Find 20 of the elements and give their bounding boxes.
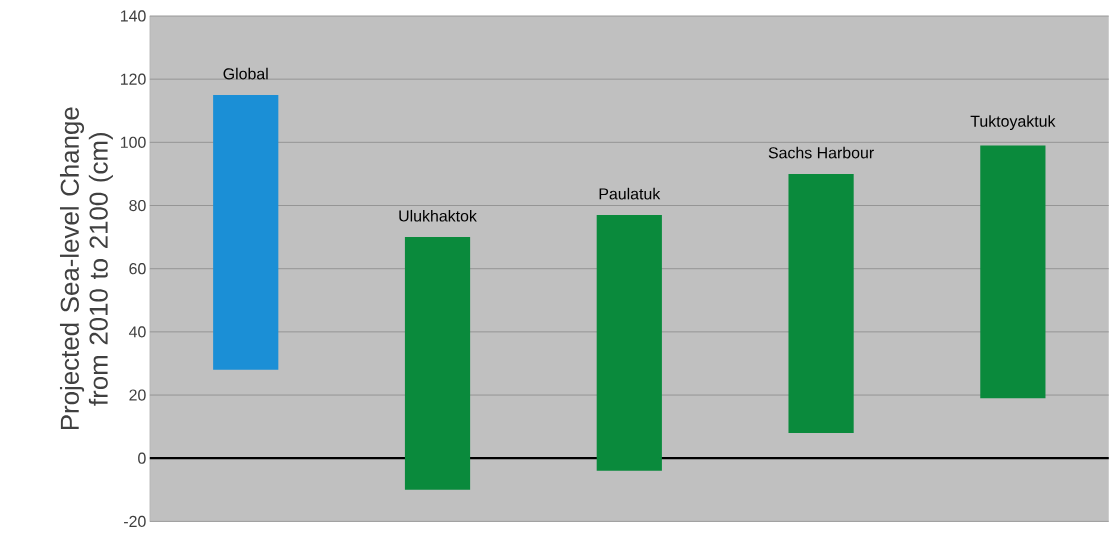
x-tick-label: Global — [223, 67, 268, 80]
y-tick-label: 100 — [120, 136, 146, 148]
bar — [404, 236, 471, 490]
y-tick-label: -20 — [124, 515, 146, 527]
y-axis-title: Projected Sea-level Change from 2010 to 2100 (cm) — [59, 107, 113, 429]
bar — [213, 94, 279, 370]
y-tick-label: 40 — [128, 326, 146, 338]
y-tick-label: 60 — [129, 262, 146, 275]
bar — [596, 214, 662, 471]
y-tick-label: 80 — [129, 199, 146, 211]
y-tick-label: 0 — [138, 452, 146, 464]
bar — [788, 173, 854, 433]
x-tick-label: Sachs Harbour — [768, 146, 874, 159]
bar — [980, 145, 1046, 399]
y-tick-label: 140 — [120, 10, 146, 22]
y-tick-label: 120 — [120, 73, 146, 85]
x-tick-label: Tuktoyaktuk — [970, 114, 1056, 130]
x-tick-label: Ulukhaktok — [399, 209, 477, 222]
y-tick-label: 20 — [129, 389, 146, 401]
x-tick-label: Paulatuk — [599, 187, 661, 200]
